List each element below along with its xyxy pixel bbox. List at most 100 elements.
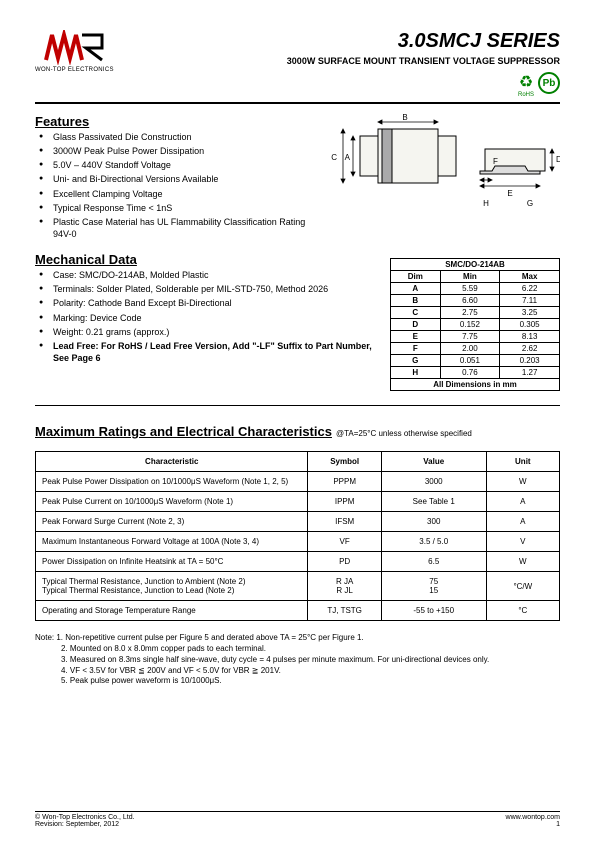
dimensions-table-column: SMC/DO-214AB Dim Min Max A5.596.22B6.607… <box>390 252 560 391</box>
dim-table-body: A5.596.22B6.607.11C2.753.25D0.1520.305E7… <box>391 283 560 379</box>
ratings-value: 3000 <box>381 472 486 492</box>
ratings-symbol: PD <box>308 552 381 572</box>
note-item: 2. Mounted on 8.0 x 8.0mm copper pads to… <box>35 644 266 655</box>
ratings-symbol: PPPM <box>308 472 381 492</box>
compliance-icons: ♻ RoHS Pb <box>287 72 560 98</box>
ratings-char: Peak Pulse Power Dissipation on 10/1000μ… <box>36 472 308 492</box>
ratings-conditions: @TA=25°C unless otherwise specified <box>336 429 472 438</box>
table-row: Maximum Instantaneous Forward Voltage at… <box>36 532 560 552</box>
table-row: E7.758.13 <box>391 331 560 343</box>
table-row: Power Dissipation on Infinite Heatsink a… <box>36 552 560 572</box>
footer-row: © Won-Top Electronics Co., Ltd. Revision… <box>35 814 560 828</box>
footer-page: 1 <box>506 821 560 828</box>
dim-cell: 2.62 <box>500 343 560 355</box>
ratings-symbol: R JAR JL <box>308 572 381 601</box>
header-divider <box>35 102 560 104</box>
ratings-header: Unit <box>486 452 559 472</box>
dim-cell: F <box>391 343 441 355</box>
dim-cell: 8.13 <box>500 331 560 343</box>
table-row: H0.761.27 <box>391 367 560 379</box>
ratings-title: Maximum Ratings and Electrical Character… <box>35 424 332 439</box>
ratings-value: See Table 1 <box>381 492 486 512</box>
svg-text:D: D <box>556 155 560 164</box>
dim-cell: E <box>391 331 441 343</box>
dim-cell: 7.11 <box>500 295 560 307</box>
list-item: Marking: Device Code <box>39 312 375 324</box>
dim-cell: 1.27 <box>500 367 560 379</box>
dim-cell: G <box>391 355 441 367</box>
table-row: G0.0510.203 <box>391 355 560 367</box>
features-list: Glass Passivated Die Construction 3000W … <box>35 131 310 240</box>
title-block: 3.0SMCJ SERIES 3000W SURFACE MOUNT TRANS… <box>287 30 560 98</box>
ratings-value: 7515 <box>381 572 486 601</box>
svg-text:F: F <box>493 157 498 166</box>
list-item: Typical Response Time < 1nS <box>39 202 310 214</box>
mechanical-column: Mechanical Data Case: SMC/DO-214AB, Mold… <box>35 252 375 391</box>
ratings-unit: °C/W <box>486 572 559 601</box>
ratings-table: Characteristic Symbol Value Unit Peak Pu… <box>35 451 560 621</box>
dim-header: Max <box>500 271 560 283</box>
notes-label: Note: <box>35 633 54 642</box>
ratings-unit: A <box>486 512 559 532</box>
table-row: Typical Thermal Resistance, Junction to … <box>36 572 560 601</box>
dim-cell: B <box>391 295 441 307</box>
note-item: 3. Measured on 8.3ms single half sine-wa… <box>35 655 489 666</box>
package-diagram-column: B A C D F E H G <box>325 114 560 242</box>
ratings-header: Value <box>381 452 486 472</box>
dim-cell: 6.22 <box>500 283 560 295</box>
list-item: Uni- and Bi-Directional Versions Availab… <box>39 173 310 185</box>
footer-copyright: © Won-Top Electronics Co., Ltd. <box>35 814 135 821</box>
table-row: Peak Pulse Power Dissipation on 10/1000μ… <box>36 472 560 492</box>
dim-cell: C <box>391 307 441 319</box>
table-row: Characteristic Symbol Value Unit <box>36 452 560 472</box>
table-row: Operating and Storage Temperature RangeT… <box>36 601 560 621</box>
package-outline-diagram: B A C D F E H G <box>325 114 560 234</box>
features-row: Features Glass Passivated Die Constructi… <box>35 114 560 242</box>
list-item: Excellent Clamping Voltage <box>39 188 310 200</box>
ratings-symbol: IPPM <box>308 492 381 512</box>
rohs-icon: ♻ RoHS <box>518 72 534 98</box>
ratings-char: Peak Pulse Current on 10/1000μS Waveform… <box>36 492 308 512</box>
page-footer: © Won-Top Electronics Co., Ltd. Revision… <box>35 811 560 828</box>
footer-divider <box>35 811 560 812</box>
ratings-unit: V <box>486 532 559 552</box>
list-item: Lead Free: For RoHS / Lead Free Version,… <box>39 340 375 364</box>
ratings-char: Typical Thermal Resistance, Junction to … <box>36 572 308 601</box>
dim-header: Min <box>440 271 500 283</box>
ratings-header: Symbol <box>308 452 381 472</box>
table-row: Peak Pulse Current on 10/1000μS Waveform… <box>36 492 560 512</box>
footer-website: www.wontop.com <box>506 814 560 821</box>
dim-cell: 0.76 <box>440 367 500 379</box>
ratings-char: Operating and Storage Temperature Range <box>36 601 308 621</box>
ratings-value: 300 <box>381 512 486 532</box>
table-row: Dim Min Max <box>391 271 560 283</box>
ratings-symbol: IFSM <box>308 512 381 532</box>
note-item: 5. Peak pulse power waveform is 10/1000μ… <box>35 676 222 687</box>
table-row: C2.753.25 <box>391 307 560 319</box>
list-item: Weight: 0.21 grams (approx.) <box>39 326 375 338</box>
pb-free-icon: Pb <box>538 72 560 94</box>
ratings-unit: W <box>486 472 559 492</box>
mechanical-row: Mechanical Data Case: SMC/DO-214AB, Mold… <box>35 252 560 391</box>
dim-cell: A <box>391 283 441 295</box>
svg-text:H: H <box>483 199 489 208</box>
dim-cell: 3.25 <box>500 307 560 319</box>
dim-cell: 0.051 <box>440 355 500 367</box>
dim-cell: 2.75 <box>440 307 500 319</box>
ratings-symbol: VF <box>308 532 381 552</box>
dim-footer: All Dimensions in mm <box>391 379 560 391</box>
ratings-symbol: TJ, TSTG <box>308 601 381 621</box>
page-header: WON-TOP ELECTRONICS 3.0SMCJ SERIES 3000W… <box>35 30 560 98</box>
notes-section: Note: 1. Non-repetitive current pulse pe… <box>35 633 560 687</box>
list-item: Terminals: Solder Plated, Solderable per… <box>39 283 375 295</box>
series-subtitle: 3000W SURFACE MOUNT TRANSIENT VOLTAGE SU… <box>287 56 560 66</box>
mechanical-title: Mechanical Data <box>35 252 375 267</box>
table-row: B6.607.11 <box>391 295 560 307</box>
footer-revision: Revision: September, 2012 <box>35 821 135 828</box>
series-title: 3.0SMCJ SERIES <box>287 30 560 53</box>
note-item: 4. VF < 3.5V for VBR ≦ 200V and VF < 5.0… <box>35 666 281 677</box>
svg-text:G: G <box>527 199 533 208</box>
ratings-title-row: Maximum Ratings and Electrical Character… <box>35 424 560 441</box>
dim-cell: 0.152 <box>440 319 500 331</box>
dim-cell: 5.59 <box>440 283 500 295</box>
